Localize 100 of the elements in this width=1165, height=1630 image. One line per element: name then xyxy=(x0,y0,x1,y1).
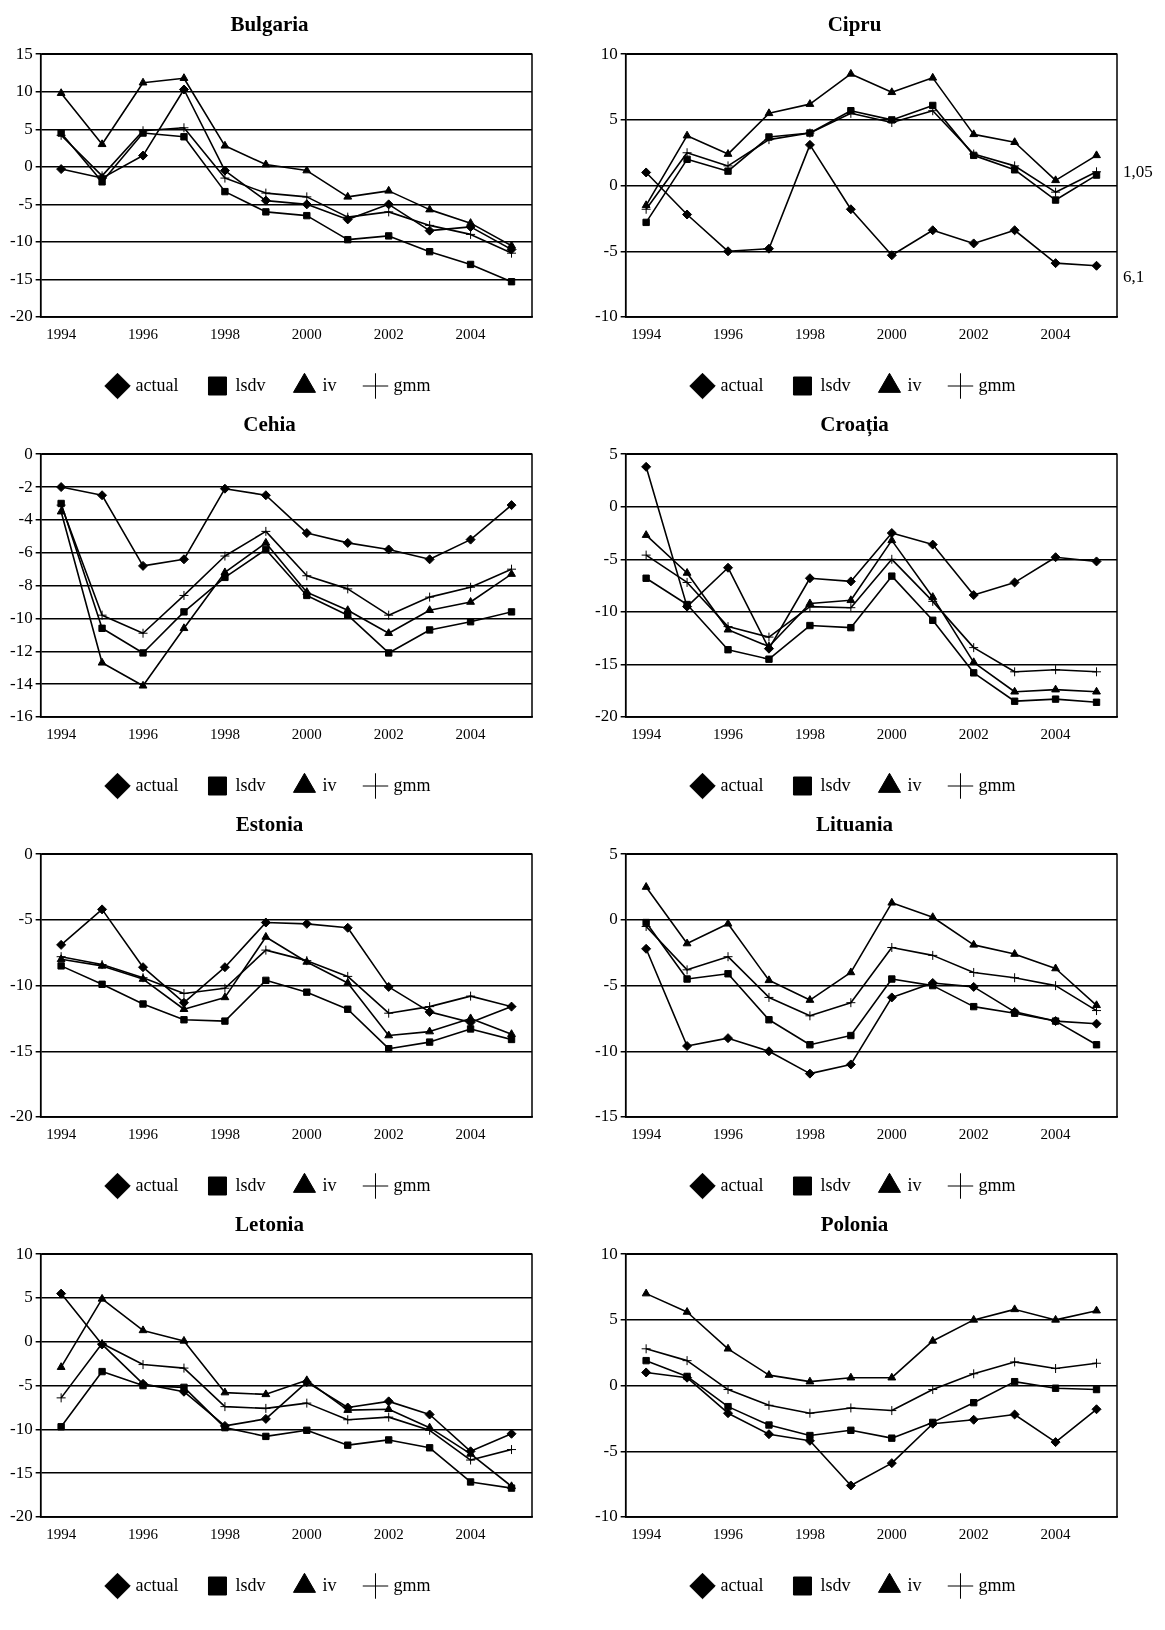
x-tick-label: 2002 xyxy=(958,1125,989,1142)
x-tick-label: 1998 xyxy=(209,325,240,342)
y-tick-label: -14 xyxy=(9,673,34,693)
legend-label: lsdv xyxy=(235,1174,266,1195)
y-tick-label: 0 xyxy=(24,443,33,463)
legend-label: actual xyxy=(720,374,764,395)
y-tick-label: -6 xyxy=(18,542,33,562)
y-tick-label: -5 xyxy=(18,909,33,929)
x-tick-label: 2002 xyxy=(373,1525,404,1542)
legend-label: actual xyxy=(135,774,179,795)
y-tick-label: 10 xyxy=(600,43,618,63)
x-tick-label: 1996 xyxy=(713,325,744,342)
legend-label: lsdv xyxy=(235,1574,266,1595)
legend-label: gmm xyxy=(978,374,1016,395)
y-tick-label: 5 xyxy=(609,443,618,463)
x-tick-label: 2000 xyxy=(876,325,907,342)
y-tick-label: -10 xyxy=(9,1418,33,1438)
legend-label: actual xyxy=(135,1574,179,1595)
y-tick-label: -10 xyxy=(594,1040,618,1060)
x-tick-label: 2000 xyxy=(291,1125,322,1142)
y-tick-label: -5 xyxy=(18,1375,33,1395)
legend-label: iv xyxy=(907,1174,922,1195)
chart-title: Cipru xyxy=(827,12,882,37)
y-tick-label: -10 xyxy=(9,975,33,995)
x-tick-label: 1998 xyxy=(209,725,240,742)
legend-label: actual xyxy=(135,374,179,395)
x-tick-label: 1996 xyxy=(128,1125,159,1142)
y-tick-label: -5 xyxy=(603,1440,618,1460)
y-tick-label: 10 xyxy=(15,81,33,101)
x-tick-label: 2000 xyxy=(876,1125,907,1142)
legend-label: iv xyxy=(322,1574,337,1595)
x-tick-label: 1994 xyxy=(46,1125,77,1142)
x-tick-label: 2004 xyxy=(455,1525,487,1542)
legend-label: lsdv xyxy=(820,774,851,795)
y-tick-label: 15 xyxy=(15,43,33,63)
x-tick-label: 2004 xyxy=(455,1125,487,1142)
y-tick-label: 5 xyxy=(609,1309,618,1329)
text: 1,05 xyxy=(1123,161,1153,181)
x-tick-label: 2002 xyxy=(958,325,989,342)
y-tick-label: 0 xyxy=(24,843,33,863)
legend-label: lsdv xyxy=(820,1174,851,1195)
chart-title: Polonia xyxy=(820,1212,889,1237)
y-tick-label: -15 xyxy=(9,1462,33,1482)
x-tick-label: 2004 xyxy=(1040,1125,1072,1142)
y-tick-label: -15 xyxy=(9,1040,33,1060)
legend-label: iv xyxy=(322,1174,337,1195)
x-tick-label: 1994 xyxy=(631,725,662,742)
x-tick-label: 1994 xyxy=(631,1525,662,1542)
x-tick-label: 2004 xyxy=(1040,1525,1072,1542)
x-tick-label: 1998 xyxy=(794,1125,825,1142)
x-tick-label: 2002 xyxy=(373,325,404,342)
x-tick-label: 1994 xyxy=(46,1525,77,1542)
legend-label: lsdv xyxy=(235,374,266,395)
legend-label: iv xyxy=(322,774,337,795)
y-tick-label: 0 xyxy=(24,1331,33,1351)
y-tick-label: -4 xyxy=(18,509,34,529)
y-tick-label: 0 xyxy=(609,175,618,195)
chart-title: Bulgaria xyxy=(230,12,310,37)
legend-label: actual xyxy=(720,1574,764,1595)
chart-title: Lituania xyxy=(815,812,894,837)
legend-label: gmm xyxy=(393,1174,431,1195)
x-tick-label: 1998 xyxy=(794,325,825,342)
y-tick-label: 5 xyxy=(24,1287,33,1307)
y-tick-label: -5 xyxy=(603,975,618,995)
y-tick-label: 0 xyxy=(24,156,33,176)
x-tick-label: 1996 xyxy=(128,325,159,342)
x-tick-label: 2002 xyxy=(958,725,989,742)
x-tick-label: 1996 xyxy=(128,725,159,742)
y-tick-label: 0 xyxy=(609,909,618,929)
y-tick-label: -15 xyxy=(594,1106,618,1126)
x-tick-label: 2004 xyxy=(1040,725,1072,742)
x-tick-label: 1998 xyxy=(209,1525,240,1542)
y-tick-label: -20 xyxy=(9,306,33,326)
x-tick-label: 1996 xyxy=(713,1525,744,1542)
y-tick-label: -10 xyxy=(594,601,618,621)
y-tick-label: -15 xyxy=(594,653,618,673)
y-tick-label: 5 xyxy=(609,843,618,863)
x-tick-label: 2000 xyxy=(876,725,907,742)
y-tick-label: -16 xyxy=(9,706,33,726)
y-tick-label: -20 xyxy=(9,1106,33,1126)
y-tick-label: -10 xyxy=(594,306,618,326)
y-tick-label: 5 xyxy=(24,118,33,138)
legend-label: actual xyxy=(720,1174,764,1195)
y-tick-label: -12 xyxy=(9,640,33,660)
x-tick-label: 1994 xyxy=(631,1125,662,1142)
x-tick-label: 2000 xyxy=(876,1525,907,1542)
legend-label: iv xyxy=(322,374,337,395)
y-tick-label: -5 xyxy=(603,548,618,568)
chart-title: Letonia xyxy=(235,1212,305,1237)
y-tick-label: 0 xyxy=(609,1375,618,1395)
y-tick-label: 10 xyxy=(600,1243,618,1263)
y-tick-label: -5 xyxy=(18,193,33,213)
chart-title: Croația xyxy=(820,412,890,438)
x-tick-label: 2000 xyxy=(291,325,322,342)
x-tick-label: 1996 xyxy=(713,1125,744,1142)
x-tick-label: 2000 xyxy=(291,1525,322,1542)
legend-label: iv xyxy=(907,1574,922,1595)
y-tick-label: -20 xyxy=(594,706,618,726)
y-tick-label: -15 xyxy=(9,268,33,288)
y-tick-label: -2 xyxy=(18,476,33,496)
